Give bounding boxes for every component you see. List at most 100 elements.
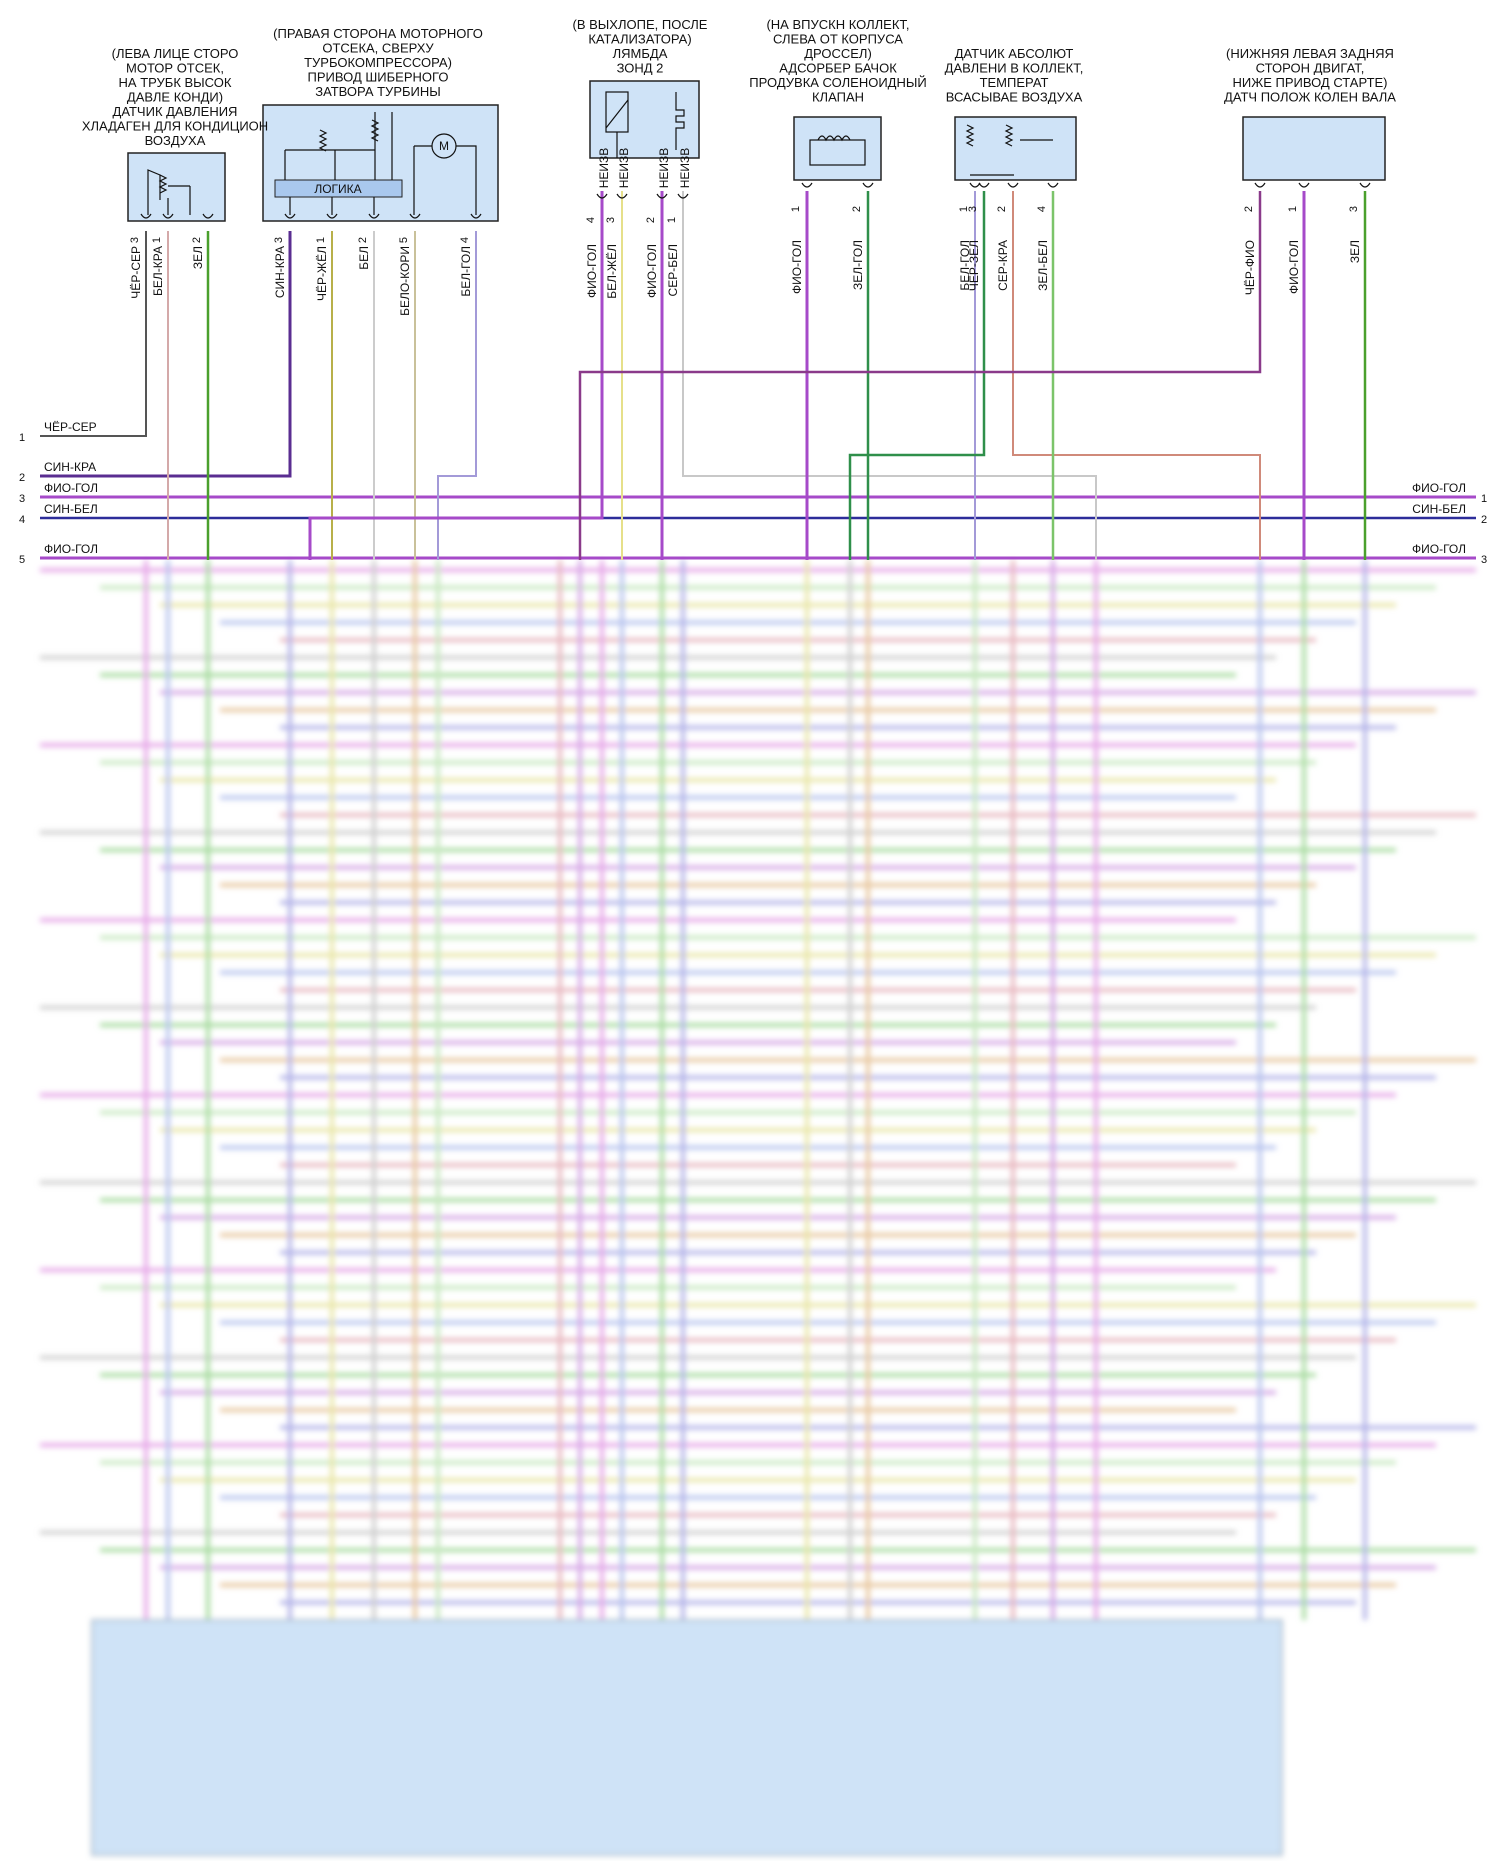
harness-right-number: 1 bbox=[1481, 493, 1487, 505]
pin-socket bbox=[409, 213, 421, 219]
pin-socket bbox=[368, 213, 380, 219]
wire-color-label: СЕР-БЕЛ bbox=[666, 244, 680, 296]
turbo-actuator-title-line: ОТСЕКА, СВЕРХУ bbox=[322, 41, 434, 56]
wire-ser-kra-map bbox=[1012, 191, 1261, 560]
ac-pressure-title-line: МОТОР ОТСЕК, bbox=[126, 61, 224, 76]
harness-left-number: 2 bbox=[19, 472, 25, 484]
pin-number: 3 bbox=[605, 217, 617, 223]
harness-left-number: 4 bbox=[19, 514, 25, 526]
connector-purge-valve bbox=[793, 116, 882, 181]
pin-number: 2 bbox=[191, 237, 203, 243]
purge-valve-title-line: СЛЕВА ОТ КОРПУСА bbox=[773, 32, 903, 47]
wire-zel-gol-purge bbox=[848, 191, 870, 560]
wire-color-label: БЕЛ-ЖЁЛ bbox=[605, 244, 619, 299]
wire-ser-bel-lambda bbox=[682, 191, 1097, 560]
pin-number: 2 bbox=[645, 217, 657, 223]
harness-right-number: 3 bbox=[1481, 554, 1487, 566]
pin-tag-label: НЕИЗВ bbox=[657, 148, 671, 189]
ac-pressure-title-line: ВОЗДУХА bbox=[145, 133, 206, 148]
turbo-actuator-title-line: ЗАТВОРА ТУРБИНЫ bbox=[315, 84, 441, 99]
pin-socket bbox=[470, 213, 482, 219]
motor-label: M bbox=[439, 139, 449, 153]
harness-left-number: 5 bbox=[19, 554, 25, 566]
pin-socket bbox=[1047, 182, 1059, 188]
pin-socket bbox=[616, 193, 628, 199]
pin-number: 2 bbox=[996, 206, 1008, 212]
map-sensor-title-line: ДАТЧИК АБСОЛЮТ bbox=[955, 46, 1074, 61]
crank-sensor-title-line: ДАТЧ ПОЛОЖ КОЛЕН ВАЛА bbox=[1224, 90, 1396, 105]
wire-sin-kra bbox=[40, 231, 292, 478]
wire-color-label: ЗЕЛ-ГОЛ bbox=[851, 240, 865, 290]
wire-color-label: БЕЛ-ГОЛ bbox=[958, 240, 972, 291]
pin-socket bbox=[1007, 182, 1019, 188]
crank-sensor-title-line: (НИЖНЯЯ ЛЕВАЯ ЗАДНЯЯ bbox=[1226, 46, 1394, 61]
harness-right-wire: ФИО-ГОЛ bbox=[1412, 542, 1466, 556]
lambda-2-title-line: (В ВЫХЛОПЕ, ПОСЛЕ bbox=[573, 17, 708, 32]
pin-socket bbox=[801, 182, 813, 188]
harness-left-wire: ФИО-ГОЛ bbox=[44, 542, 98, 556]
wire-color-label: БЕЛ bbox=[357, 246, 371, 270]
pin-number: 1 bbox=[790, 206, 802, 212]
purge-valve-title-line: КЛАПАН bbox=[812, 90, 864, 105]
harness-bus bbox=[40, 231, 1476, 560]
lambda-2-title-line: ЗОНД 2 bbox=[617, 61, 664, 76]
ac-pressure-title-line: ДАТЧИК ДАВЛЕНИЯ bbox=[113, 104, 238, 119]
map-sensor-title-line: ДАВЛЕНИ В КОЛЛЕКТ, bbox=[945, 61, 1084, 76]
connector-map-sensor bbox=[954, 116, 1077, 181]
wire-color-label: СЕР-КРА bbox=[996, 240, 1010, 291]
pin-tag-label: НЕИЗВ bbox=[678, 148, 692, 189]
pin-socket bbox=[1359, 182, 1371, 188]
lambda-2-title-line: ЛЯМБДА bbox=[613, 46, 668, 61]
crank-sensor-title-line: НИЖЕ ПРИВОД СТАРТЕ) bbox=[1232, 75, 1387, 90]
pin-number: 3 bbox=[129, 237, 141, 243]
wire-color-label: ФИО-ГОЛ bbox=[790, 240, 804, 294]
pin-socket bbox=[326, 213, 338, 219]
connector-ac-pressure bbox=[127, 152, 226, 222]
ac-pressure-title-line: ХЛАДАГЕН ДЛЯ КОНДИЦИОН bbox=[82, 119, 268, 134]
wire-cher-fio-crank bbox=[578, 191, 1262, 560]
lower-harness-lines bbox=[40, 560, 1476, 1620]
harness-left-wire: ФИО-ГОЛ bbox=[44, 481, 98, 495]
blurred-lower-section bbox=[40, 560, 1476, 1856]
pin-number: 3 bbox=[967, 206, 979, 212]
ecu-block bbox=[91, 1619, 1283, 1856]
pin-number: 1 bbox=[666, 217, 678, 223]
pin-number: 5 bbox=[398, 237, 410, 243]
ac-pressure-title-line: НА ТРУБК ВЫСОК bbox=[119, 75, 232, 90]
wire-color-label: БЕЛ-ГОЛ bbox=[459, 246, 473, 297]
pin-socket bbox=[162, 213, 174, 219]
wire-color-label: ЗЕЛ-БЕЛ bbox=[1036, 240, 1050, 291]
wire-color-label: ЧЁР-СЕР bbox=[129, 246, 143, 299]
connector-lambda-2 bbox=[589, 80, 700, 159]
pin-number: 2 bbox=[357, 237, 369, 243]
wire-color-label: ФИО-ГОЛ bbox=[645, 244, 659, 298]
ac-pressure-title-line: ДАВЛЕ КОНДИ) bbox=[127, 90, 223, 105]
wire-color-label: БЕЛО-КОРИ bbox=[398, 246, 412, 316]
wire-color-label: ЗЕЛ bbox=[191, 246, 205, 269]
pin-number: 4 bbox=[1036, 206, 1048, 212]
harness-left-number: 1 bbox=[19, 432, 25, 444]
turbo-actuator-title-line: ПРИВОД ШИБЕРНОГО bbox=[308, 70, 449, 85]
harness-left-number: 3 bbox=[19, 493, 25, 505]
turbo-actuator-title-line: (ПРАВАЯ СТОРОНА МОТОРНОГО bbox=[273, 26, 483, 41]
pin-socket bbox=[677, 193, 689, 199]
connector-crank-sensor bbox=[1242, 116, 1386, 181]
pin-socket bbox=[202, 213, 214, 219]
wire-color-label: БЕЛ-КРА bbox=[151, 246, 165, 296]
pin-socket bbox=[596, 193, 608, 199]
wire-cher-zel-map bbox=[868, 191, 986, 457]
pin-number: 3 bbox=[273, 237, 285, 243]
wire-color-label: ЧЁР-ЗЕЛ bbox=[967, 240, 981, 291]
pin-number: 1 bbox=[315, 237, 327, 243]
map-sensor-title-line: ВСАСЫВАЕ ВОЗДУХА bbox=[946, 90, 1083, 105]
lambda-2-title-line: КАТАЛИЗАТОРА) bbox=[588, 32, 691, 47]
harness-left-wire: ЧЁР-СЕР bbox=[44, 420, 97, 434]
pin-number: 1 bbox=[1287, 206, 1299, 212]
wire-color-label: ЧЁР-ЖЁЛ bbox=[315, 246, 329, 301]
turbo-actuator-title-line: ТУРБОКОМПРЕССОРА) bbox=[304, 55, 452, 70]
purge-valve-title-line: ДРОССЕЛ) bbox=[804, 46, 872, 61]
harness-left-wire: СИН-КРА bbox=[44, 460, 96, 474]
pin-number: 2 bbox=[1243, 206, 1255, 212]
